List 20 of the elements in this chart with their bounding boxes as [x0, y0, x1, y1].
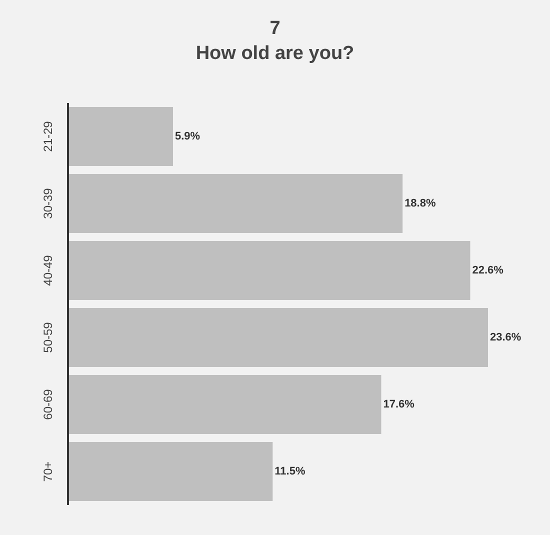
y-tick-label: 50-59: [41, 322, 55, 353]
y-tick-label: 21-29: [41, 120, 55, 152]
chart-subtitle: How old are you?: [194, 42, 356, 66]
y-tick-label: 40-49: [41, 254, 55, 286]
data-label: 5.9%: [175, 130, 200, 142]
bar: [68, 308, 488, 367]
data-label: 17.6%: [383, 398, 415, 410]
bar: [68, 241, 470, 300]
y-tick-label: 60-69: [41, 388, 55, 420]
bar: [68, 174, 403, 233]
y-tick-label: 30-39: [41, 188, 55, 219]
chart-title: 7: [268, 17, 282, 41]
data-label: 23.6%: [490, 332, 522, 344]
data-label: 18.8%: [404, 198, 436, 210]
data-label: 11.5%: [274, 466, 306, 478]
bar: [68, 442, 273, 501]
data-label: 22.6%: [472, 264, 504, 276]
bar: [68, 375, 382, 434]
bar: [68, 107, 173, 166]
y-tick-label: 70+: [41, 461, 55, 482]
